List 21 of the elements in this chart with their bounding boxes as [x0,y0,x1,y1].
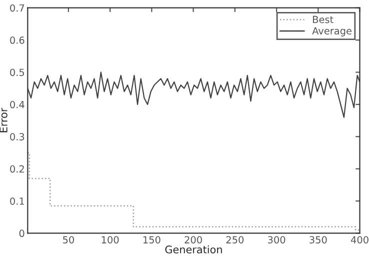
x-axis-title: Generation [165,245,222,254]
y-tick-label: 0 [19,230,24,238]
x-tick-label: 250 [226,236,244,244]
y-tick-label: 0.3 [10,133,24,140]
line-series [28,72,360,118]
legend-label: Best [313,16,334,24]
x-tick-label: 350 [310,236,327,244]
x-tick-label: 300 [268,236,286,244]
y-axis-title: Error [0,108,8,132]
y-tick-label: 0.7 [10,4,24,12]
legend-label: Average [312,27,352,36]
y-tick-label: 0.6 [10,36,24,44]
x-tick-label: 100 [102,236,119,244]
y-tick-label: 0.1 [10,197,24,205]
x-tick-label: 200 [184,236,202,244]
x-tick-label: 50 [63,236,74,244]
x-tick-label: 400 [350,236,368,244]
x-tick-label: 150 [143,236,160,244]
y-tick-label: 0.4 [10,100,24,108]
y-tick-label: 0.5 [10,68,24,76]
y-tick-label: 0.2 [10,165,24,173]
